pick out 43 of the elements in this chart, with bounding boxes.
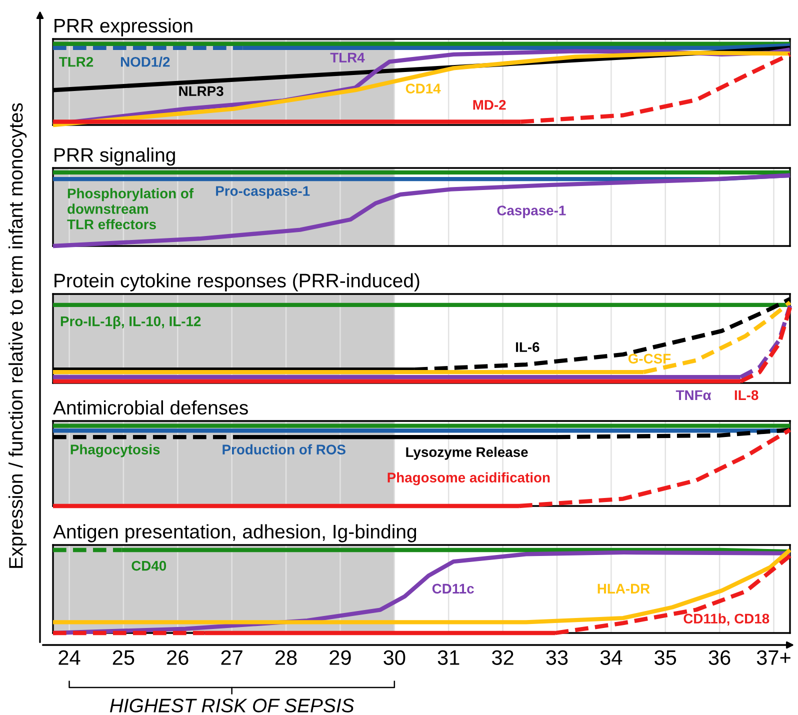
series-label: TNFα (676, 390, 712, 400)
x-tick-label: 32 (492, 650, 514, 665)
text: HIGHEST RISK OF SEPSIS (110, 698, 354, 712)
chart-title: PRR signaling (54, 148, 175, 166)
series-label: Lysozyme Release (406, 446, 528, 460)
chart-title: Protein cytokine responses (PRR-induced) (54, 273, 420, 292)
series-label: Pro-caspase-1 (216, 186, 310, 199)
y-axis-title: Expression / function relative to term infant monocytes (8, 103, 27, 568)
series-label: Caspase-1 (497, 206, 566, 218)
series-label: Production of ROS (222, 444, 346, 454)
x-tick-label: 37+ (756, 650, 790, 665)
series-label: G-CSF (628, 354, 671, 364)
x-tick-label: 35 (654, 650, 676, 665)
x-tick-label: 24 (58, 650, 80, 665)
series-label: Phosphorylation of downstream TLR effectors (67, 188, 194, 230)
series-label: HLA-DR (598, 584, 650, 594)
x-tick-label: 27 (221, 650, 242, 665)
x-tick-label: 30 (384, 650, 406, 665)
series-label: IL-8 (734, 390, 758, 400)
series-label: CD11c (432, 584, 474, 594)
chart-title: Antigen presentation, adhesion, Ig-binding (53, 524, 416, 542)
series-label: Phagocytosis (70, 444, 160, 458)
x-tick-label: 25 (112, 650, 134, 665)
text: IL-6 (516, 342, 540, 352)
x-tick-label: 31 (438, 650, 460, 665)
series-label: TLR2 (59, 56, 94, 67)
series-label: CD40 (132, 560, 166, 571)
chart-title: PRR expression (54, 18, 192, 36)
x-tick-label: 29 (330, 650, 351, 665)
text: CD11b, CD18 (684, 613, 770, 626)
x-tick-label: 26 (167, 650, 188, 665)
x-tick-label: 36 (708, 650, 730, 665)
x-tick-label: 33 (546, 650, 568, 665)
series-label: Phagosome acidification (388, 472, 550, 486)
x-tick-label: 34 (600, 650, 622, 665)
text: NOD1/2 (120, 56, 170, 67)
chart-title: Antimicrobial defenses (53, 400, 248, 415)
series-label: NLRP3 (179, 86, 224, 96)
x-tick-label: 28 (275, 650, 297, 665)
series-label: Pro-IL-1β, IL-10, IL-12 (60, 316, 201, 329)
series-label: MD-2 (473, 100, 506, 110)
series-label: TLR4 (330, 52, 365, 62)
series-label: CD14 (406, 84, 441, 94)
